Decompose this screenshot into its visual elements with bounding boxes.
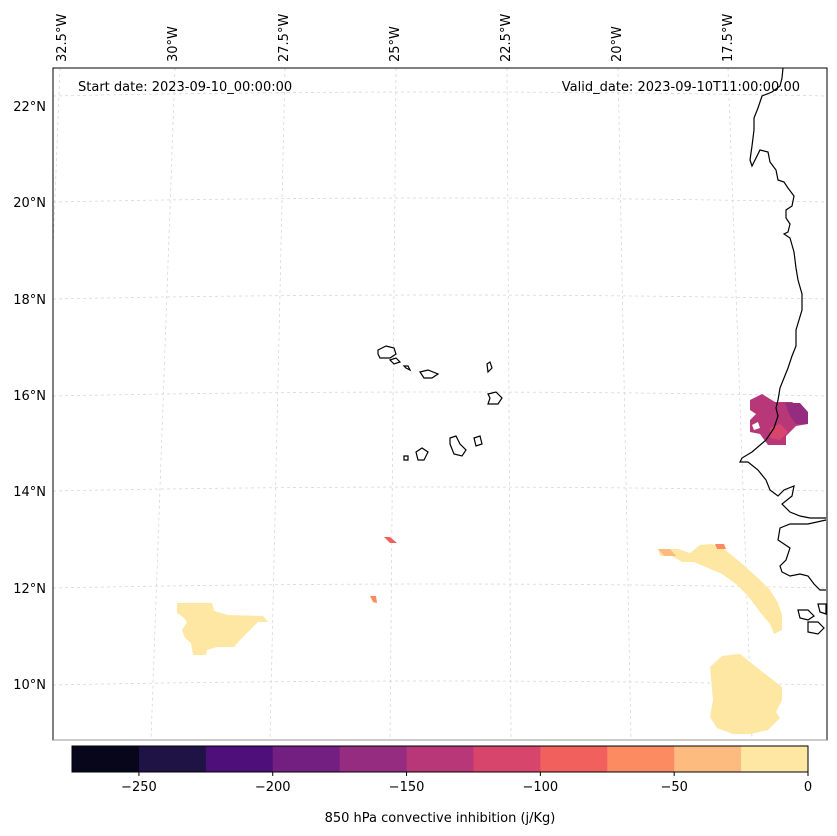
bijagos-islands: [797, 603, 827, 635]
lon-label: 27.5°W: [277, 14, 292, 62]
cin-blob-senegal-dark: [785, 403, 808, 424]
lat-label: 10°N: [13, 678, 46, 693]
lon-label: 22.5°W: [499, 14, 514, 62]
island-sao-vicente: [388, 357, 402, 365]
colorbar-swatch: [741, 746, 809, 772]
colorbar-swatch: [72, 746, 140, 772]
cin-blob-southwest: [177, 603, 268, 655]
meridian-20w: [617, 67, 632, 741]
colorbar-swatch: [138, 746, 207, 772]
colorbar-tick-label: −50: [660, 780, 687, 795]
africa-coast: [739, 67, 826, 519]
meridian-32-5w: [52, 67, 61, 251]
colorbar-swatch: [540, 746, 608, 772]
cin-field: [177, 394, 808, 734]
island-sal: [486, 361, 493, 374]
colorbar-swatch: [607, 746, 675, 772]
island-brava: [403, 455, 409, 461]
parallel-16n: [52, 391, 828, 397]
colorbar-ticks: −250 −200 −150 −100 −50 0: [121, 772, 812, 795]
colorbar-swatch: [406, 746, 474, 772]
island-santiago: [449, 435, 467, 457]
parallel-12n: [52, 583, 828, 589]
parallel-18n: [52, 294, 828, 300]
lon-label: 20°W: [610, 26, 625, 62]
colorbar: −250 −200 −150 −100 −50 0 850 hPa convective …: [71, 745, 812, 826]
lat-label: 12°N: [13, 582, 46, 597]
colorbar-swatch: [674, 746, 742, 772]
parallel-22n: [52, 91, 828, 97]
colorbar-label: 850 hPa convective inhibition (j/Kg): [325, 811, 556, 826]
cin-blob-south-east: [710, 654, 782, 734]
colorbar-tick-label: −250: [121, 780, 157, 795]
meridian-22-5w: [506, 67, 512, 741]
colorbar-tick-label: −200: [255, 780, 291, 795]
africa-coast-south: [777, 519, 827, 591]
colorbar-swatch: [473, 746, 541, 772]
cin-patch-coast-red: [715, 544, 726, 549]
island-santo-antao: [377, 345, 397, 359]
cin-patch-red-north: [384, 537, 397, 543]
parallel-20n: [52, 197, 828, 203]
parallel-10n: [52, 680, 828, 686]
colorbar-swatch: [272, 746, 341, 772]
cin-blob-coastal-band: [658, 544, 782, 634]
meridian-25w: [389, 67, 397, 741]
cin-patch-red-south: [370, 596, 377, 603]
colorbar-swatch: [339, 746, 408, 772]
latitude-labels: 22°N 20°N 18°N 16°N 14°N 12°N 10°N: [13, 100, 46, 693]
meridian-27-5w: [269, 67, 286, 741]
map-frame: [52, 67, 828, 741]
colorbar-swatch: [205, 746, 274, 772]
colorbar-swatches: [72, 746, 809, 772]
island-sao-nicolau: [419, 369, 440, 379]
colorbar-tick-label: −100: [523, 780, 559, 795]
meridian-17-5w: [727, 67, 753, 741]
graticule: [52, 67, 828, 741]
lat-label: 20°N: [13, 196, 46, 211]
island-santa-luzia: [402, 365, 412, 372]
lon-label: 17.5°W: [721, 14, 736, 62]
lat-label: 14°N: [13, 485, 46, 500]
cin-hole: [752, 422, 760, 430]
lon-label: 30°W: [166, 26, 181, 62]
island-fogo: [415, 447, 429, 461]
colorbar-frame: [71, 745, 809, 773]
colorbar-tick-label: 0: [804, 780, 812, 795]
lat-label: 22°N: [13, 100, 46, 115]
island-maio: [473, 435, 483, 447]
cin-patch-orange: [658, 549, 676, 556]
lat-label: 16°N: [13, 389, 46, 404]
meridian-30w: [150, 67, 176, 741]
colorbar-tick-label: −150: [389, 780, 425, 795]
lat-label: 18°N: [13, 293, 46, 308]
start-date-label: Start date: 2023-09-10_00:00:00: [78, 80, 292, 95]
longitude-labels: 32.5°W 30°W 27.5°W 25°W 22.5°W 20°W 17.5…: [55, 14, 736, 62]
lon-label: 25°W: [388, 26, 403, 62]
lon-label: 32.5°W: [55, 14, 70, 62]
parallel-14n: [52, 486, 828, 492]
coastline: [377, 67, 827, 635]
valid-date-label: Valid_date: 2023-09-10T11:00:00.00: [562, 80, 800, 95]
island-boa-vista: [487, 391, 503, 405]
